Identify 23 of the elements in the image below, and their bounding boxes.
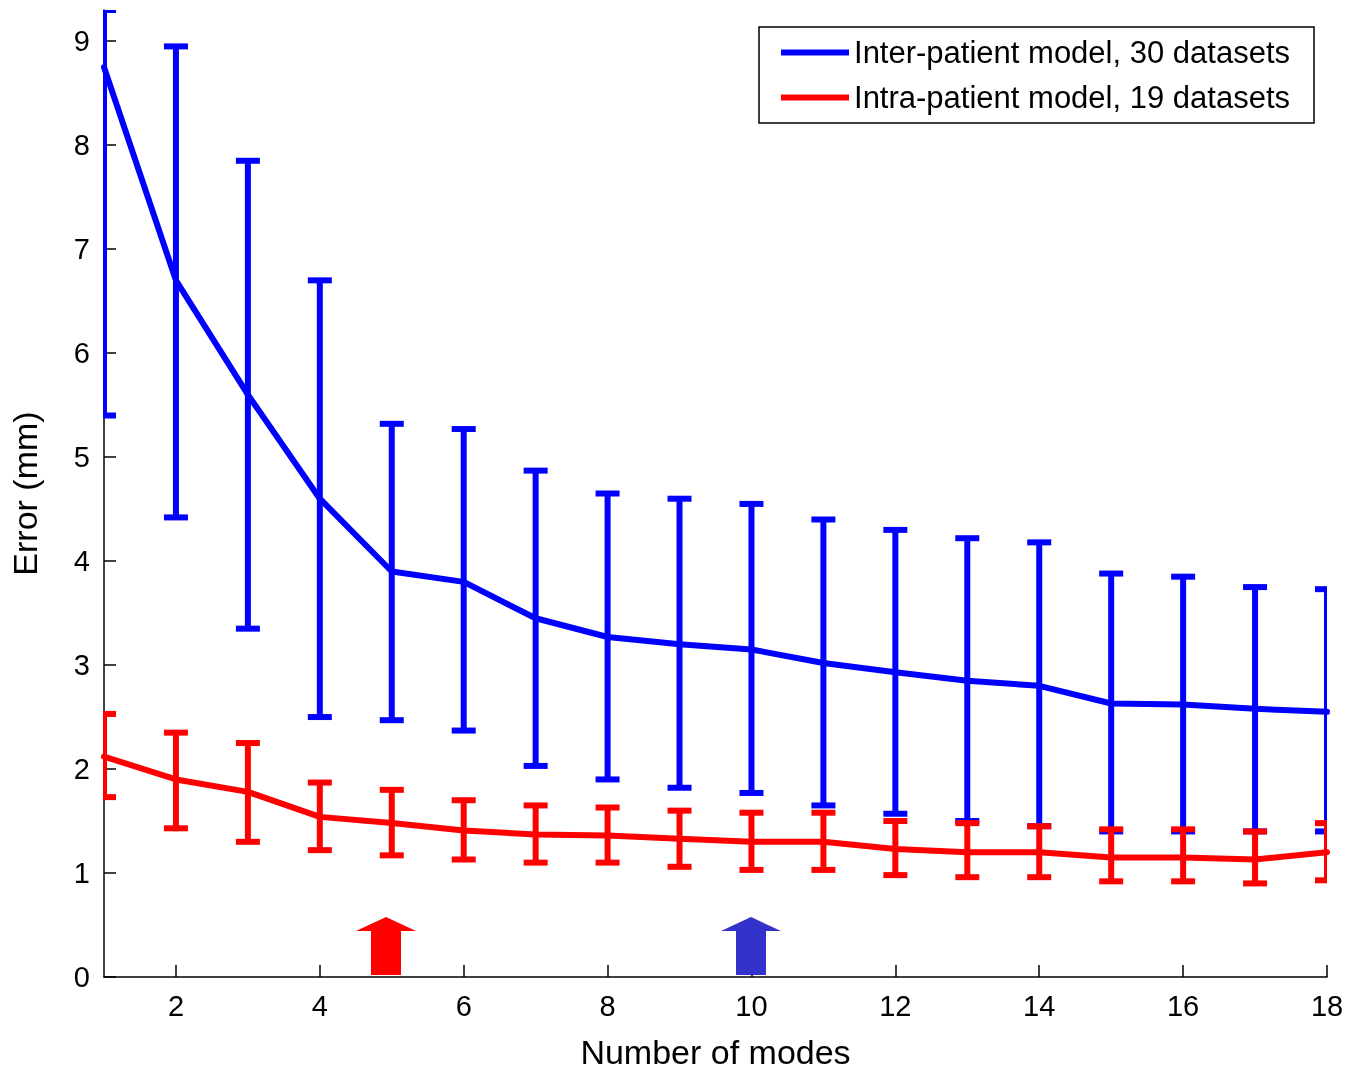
y-tick-label: 4 <box>73 545 90 578</box>
y-tick-label: 9 <box>73 25 90 58</box>
x-tick-label: 8 <box>599 989 616 1022</box>
x-axis-title: Number of modes <box>580 1033 851 1071</box>
y-tick-label: 2 <box>73 753 90 786</box>
x-tick-label: 16 <box>1166 989 1200 1022</box>
legend-label: Intra-patient model, 19 datasets <box>854 80 1290 115</box>
x-tick-label: 12 <box>879 989 912 1022</box>
y-tick-label: 0 <box>73 961 90 993</box>
x-tick-label: 18 <box>1310 989 1344 1022</box>
y-tick-label: 6 <box>73 337 90 370</box>
legend-label: Inter-patient model, 30 datasets <box>854 35 1290 70</box>
x-tick-label: 10 <box>735 989 768 1022</box>
y-tick-label: 1 <box>73 857 90 890</box>
y-tick-label: 7 <box>73 233 90 266</box>
x-tick-label: 6 <box>455 989 472 1022</box>
x-tick-label: 2 <box>167 989 185 1022</box>
y-tick-label: 5 <box>73 441 90 474</box>
x-tick-label: 4 <box>311 989 328 1022</box>
y-tick-label: 3 <box>73 649 90 682</box>
y-tick-label: 8 <box>73 129 90 162</box>
x-tick-label: 14 <box>1023 989 1056 1022</box>
y-axis-title: Error (mm) <box>6 411 44 576</box>
